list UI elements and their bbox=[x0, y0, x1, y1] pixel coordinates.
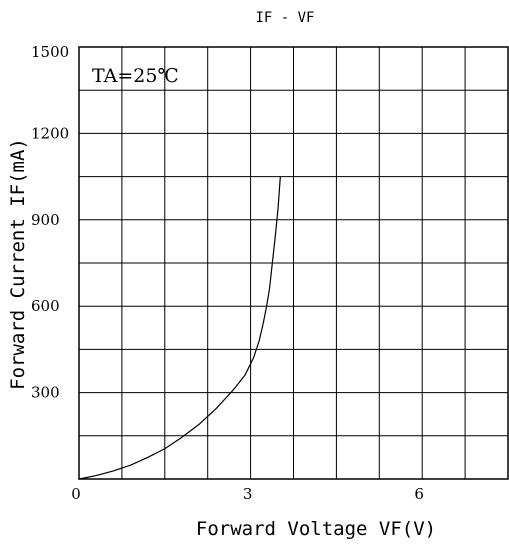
x-tick-label-3: 3 bbox=[243, 485, 253, 503]
y-axis-label: Forward Current IF(mA) bbox=[7, 138, 29, 390]
y-tick-label-1500: 1500 bbox=[31, 43, 69, 61]
y-tick-label-900: 900 bbox=[31, 211, 60, 229]
chart-title: IF - VF bbox=[255, 10, 314, 26]
series-line bbox=[78, 176, 281, 480]
y-tick-label-300: 300 bbox=[31, 384, 60, 402]
grid bbox=[79, 47, 508, 479]
annotation-temperature: TA=25℃ bbox=[92, 65, 179, 87]
plot-frame bbox=[78, 46, 509, 480]
x-tick-label-0: 0 bbox=[71, 485, 81, 503]
tick-labels: 0 3 6 300 600 900 1200 1500 bbox=[31, 43, 424, 503]
y-tick-label-1200: 1200 bbox=[31, 124, 69, 142]
x-axis-label: Forward Voltage VF(V) bbox=[196, 518, 436, 540]
x-tick-label-6: 6 bbox=[414, 485, 424, 503]
y-tick-label-600: 600 bbox=[31, 297, 60, 315]
